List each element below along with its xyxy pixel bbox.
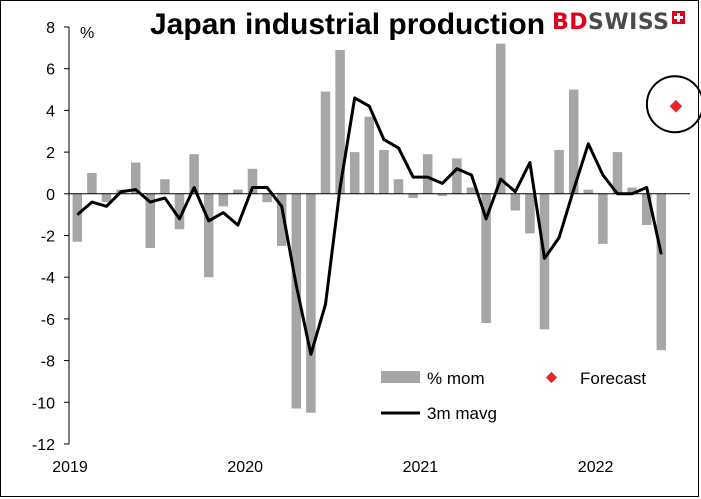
bar	[568, 89, 579, 194]
x-tick-label: 2021	[403, 459, 439, 476]
y-tick-label: 8	[46, 20, 55, 37]
bar	[393, 179, 404, 194]
forecast-point	[669, 99, 683, 113]
bar	[130, 162, 141, 194]
bar	[481, 193, 491, 324]
bar	[510, 193, 521, 211]
y-tick-label: 6	[46, 62, 55, 79]
x-tick-label: 2020	[227, 459, 263, 476]
bar	[525, 193, 535, 234]
bar	[233, 189, 243, 194]
bar	[349, 152, 360, 194]
line-3m-mavg	[76, 96, 663, 356]
y-tick-label: -4	[41, 270, 55, 287]
forecast-highlight-circle	[645, 75, 701, 134]
bar	[291, 193, 302, 409]
bar	[218, 193, 229, 207]
bar	[408, 193, 418, 198]
y-tick-label: -10	[32, 395, 55, 412]
bar	[364, 116, 375, 194]
bar	[656, 193, 667, 351]
y-axis-unit-label: %	[80, 25, 94, 42]
bar	[539, 193, 550, 330]
y-tick-label: 0	[46, 187, 55, 204]
bar	[247, 168, 258, 194]
bar	[276, 193, 287, 246]
x-tick-label: 2022	[578, 459, 614, 476]
bar	[583, 189, 594, 194]
legend-bars-label: % mom	[427, 369, 485, 388]
x-tick-label: 2019	[52, 459, 88, 476]
y-tick-label: 2	[46, 145, 55, 162]
y-tick-label: -8	[41, 354, 55, 371]
bar	[320, 91, 331, 194]
bar	[101, 193, 112, 203]
bar	[422, 154, 433, 194]
bar	[203, 193, 214, 278]
bar	[160, 179, 170, 194]
y-tick-label: -12	[32, 437, 55, 454]
bar	[437, 193, 448, 196]
chart-title: Japan industrial production	[150, 8, 546, 41]
bar	[335, 49, 345, 194]
y-tick-label: 4	[46, 103, 55, 120]
bar	[627, 187, 637, 194]
bdswiss-logo: BD SWISS	[552, 9, 685, 35]
bar	[495, 43, 506, 194]
bar	[452, 158, 462, 194]
logo-text-swiss: SWISS	[588, 9, 670, 35]
bar	[306, 193, 316, 413]
legend-forecast-marker	[545, 371, 558, 384]
bar	[598, 193, 608, 244]
y-tick-label: -6	[41, 312, 55, 329]
bar	[145, 193, 156, 249]
swiss-cross-icon	[671, 10, 685, 24]
bar	[189, 154, 199, 194]
bar	[174, 193, 185, 230]
bar	[379, 150, 389, 194]
bar	[612, 152, 623, 194]
legend-bars-swatch	[381, 371, 420, 383]
bar	[262, 193, 272, 203]
bar	[641, 193, 652, 226]
bar	[554, 150, 564, 194]
legend-forecast-label: Forecast	[580, 369, 646, 388]
legend-line-label: 3m mavg	[427, 404, 497, 423]
bar	[87, 172, 97, 194]
y-tick-label: -2	[41, 229, 55, 246]
bar	[72, 193, 83, 242]
logo-text-bd: BD	[552, 9, 589, 35]
bar	[466, 187, 477, 194]
